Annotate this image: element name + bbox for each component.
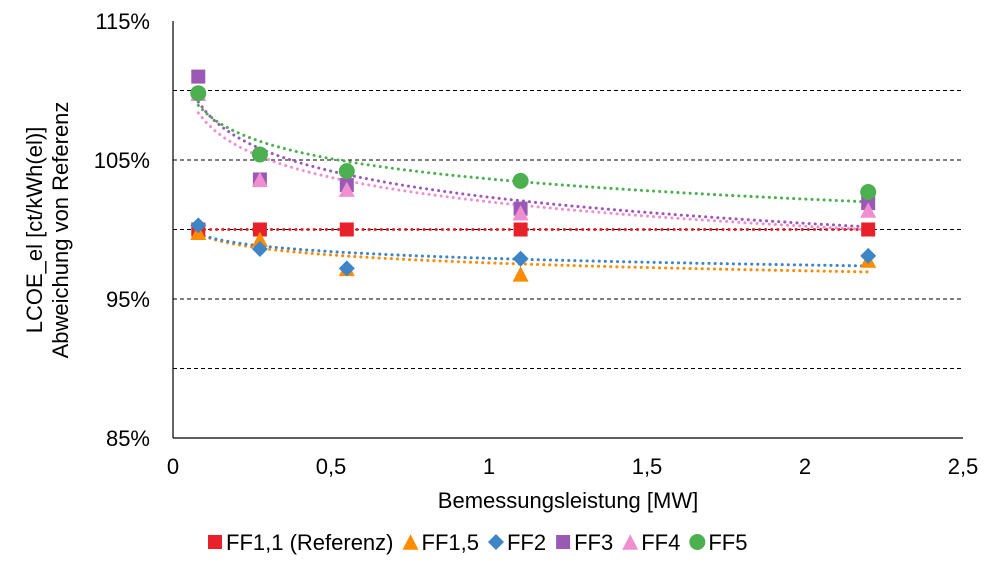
trendline bbox=[196, 232, 870, 268]
data-points bbox=[190, 69, 877, 282]
legend-marker bbox=[689, 534, 706, 550]
legend-label: FF2 bbox=[507, 530, 546, 555]
data-point bbox=[191, 69, 206, 84]
data-point bbox=[338, 181, 355, 197]
data-point bbox=[860, 202, 877, 218]
tick-labels: 0 0,5 1 1,5 2 2,5 85% 95% 105% 115% bbox=[94, 9, 979, 479]
data-point bbox=[512, 172, 529, 189]
data-point bbox=[512, 250, 529, 267]
data-point bbox=[251, 171, 268, 188]
legend-item: FF4 bbox=[622, 530, 680, 555]
x-tick-label: 1,5 bbox=[632, 454, 663, 479]
y-tick-label: 95% bbox=[106, 287, 150, 312]
data-point bbox=[860, 247, 877, 264]
data-point bbox=[513, 222, 528, 237]
data-point bbox=[512, 266, 529, 282]
data-point bbox=[861, 222, 876, 237]
y-axis-title-line-1: LCOE_el [ct/kWh(el)] bbox=[22, 127, 47, 334]
data-point bbox=[251, 240, 268, 257]
x-axis-title: Bemessungsleistung [MW] bbox=[438, 488, 698, 513]
data-point bbox=[512, 205, 529, 221]
x-tick-label: 0,5 bbox=[316, 454, 347, 479]
y-tick-label: 85% bbox=[106, 426, 150, 451]
legend-item: FF1,1 (Referenz) bbox=[208, 530, 394, 555]
data-point bbox=[338, 163, 355, 180]
x-tick-label: 2 bbox=[799, 454, 811, 479]
y-axis-title: LCOE_el [ct/kWh(el)] Abweichung von Refe… bbox=[22, 102, 73, 359]
trendline bbox=[196, 103, 870, 204]
data-point bbox=[339, 222, 354, 237]
data-point bbox=[860, 183, 877, 200]
legend-label: FF4 bbox=[641, 530, 680, 555]
axes bbox=[172, 21, 963, 439]
legend: FF1,1 (Referenz) FF1,5 FF2 FF3 FF4 FF5 bbox=[208, 530, 747, 555]
legend-item: FF2 bbox=[487, 530, 546, 555]
legend-item: FF3 bbox=[556, 530, 613, 555]
legend-item: FF5 bbox=[689, 530, 747, 555]
data-point bbox=[251, 146, 268, 163]
data-point bbox=[252, 222, 267, 237]
legend-label: FF1,5 bbox=[422, 530, 479, 555]
legend-marker bbox=[487, 534, 504, 550]
data-point bbox=[338, 260, 355, 277]
trendlines bbox=[196, 100, 870, 274]
legend-label: FF3 bbox=[574, 530, 613, 555]
legend-label: FF5 bbox=[708, 530, 747, 555]
data-point bbox=[190, 217, 207, 234]
x-tick-label: 0 bbox=[167, 454, 179, 479]
trendline bbox=[196, 232, 870, 274]
legend-marker bbox=[556, 535, 571, 549]
x-tick-label: 1 bbox=[483, 454, 495, 479]
legend-marker bbox=[208, 535, 222, 549]
y-axis-title-line-2: Abweichung von Referenz bbox=[48, 102, 73, 359]
data-point bbox=[190, 85, 207, 102]
trendline bbox=[196, 100, 870, 229]
legend-marker bbox=[402, 534, 419, 550]
x-tick-label: 2,5 bbox=[948, 454, 979, 479]
trendline bbox=[196, 111, 870, 232]
y-tick-label: 105% bbox=[94, 148, 150, 173]
data-point bbox=[251, 231, 268, 247]
legend-label: FF1,1 (Referenz) bbox=[226, 530, 394, 555]
y-tick-label: 115% bbox=[95, 9, 150, 34]
legend-marker bbox=[622, 534, 639, 550]
legend-item: FF1,5 bbox=[402, 530, 479, 555]
